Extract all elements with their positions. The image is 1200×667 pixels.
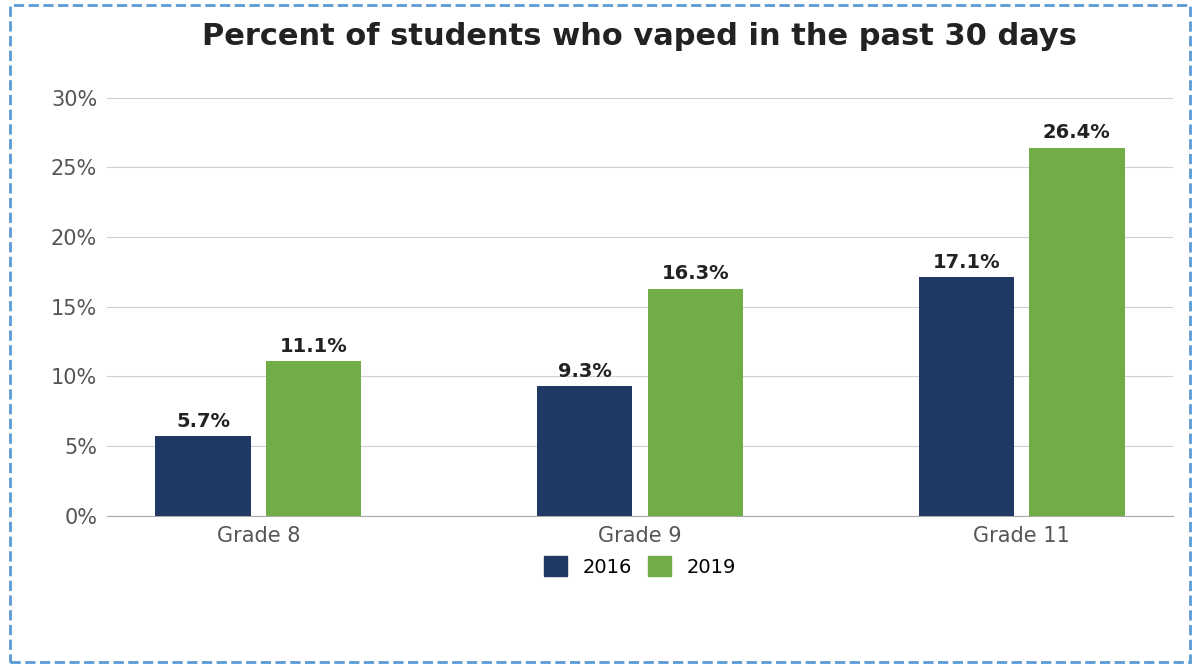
Bar xyxy=(266,361,361,516)
Text: 17.1%: 17.1% xyxy=(932,253,1000,272)
Bar xyxy=(648,289,743,516)
Text: 11.1%: 11.1% xyxy=(280,337,348,356)
Bar xyxy=(918,277,1014,516)
Title: Percent of students who vaped in the past 30 days: Percent of students who vaped in the pas… xyxy=(203,21,1078,51)
Text: 16.3%: 16.3% xyxy=(661,264,730,283)
Text: 5.7%: 5.7% xyxy=(176,412,230,431)
Text: 26.4%: 26.4% xyxy=(1043,123,1111,142)
Text: 9.3%: 9.3% xyxy=(558,362,612,381)
Legend: 2016, 2019: 2016, 2019 xyxy=(534,546,745,586)
Bar xyxy=(1030,148,1124,516)
Bar xyxy=(536,386,632,516)
Bar xyxy=(156,436,251,516)
